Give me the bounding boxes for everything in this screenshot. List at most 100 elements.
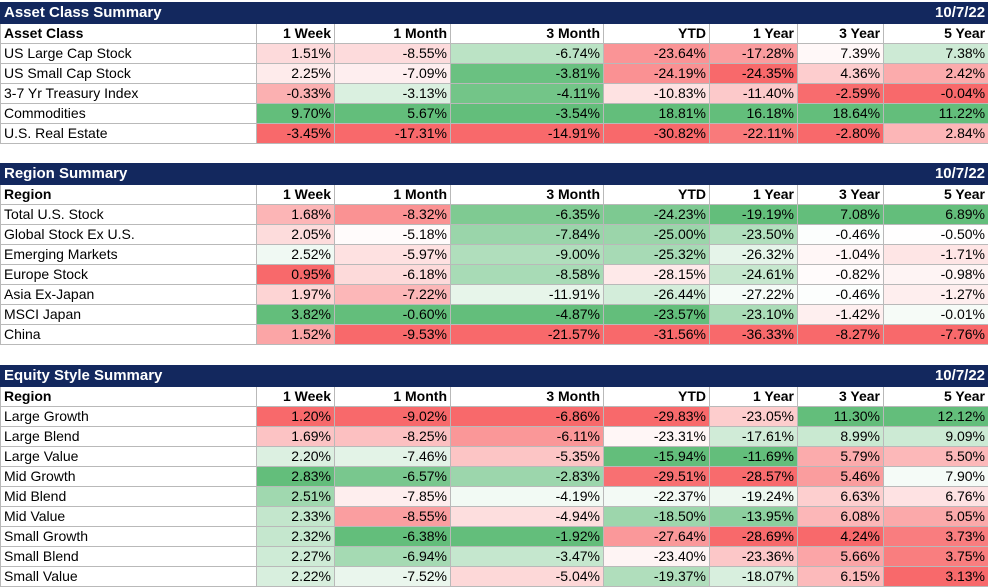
value-cell: -23.10%	[709, 304, 798, 325]
value-cell: -17.31%	[334, 123, 451, 144]
value-cell: -6.11%	[450, 426, 604, 447]
column-header: YTD	[603, 184, 710, 205]
table-row: 3-7 Yr Treasury Index -0.33% -3.13% -4.11% -…	[0, 83, 988, 104]
value-cell: 18.64%	[796, 103, 885, 124]
column-header: 1 Month	[334, 23, 451, 44]
row-label: 3-7 Yr Treasury Index	[0, 83, 257, 104]
column-header: 1 Year	[709, 386, 798, 407]
table-row: Small Blend 2.27% -6.94% -3.47% -23.40% -23.3…	[0, 546, 988, 567]
value-cell: 5.05%	[883, 506, 988, 527]
value-cell: -5.04%	[450, 566, 604, 587]
value-cell: -8.58%	[450, 264, 604, 285]
value-cell: -17.28%	[709, 43, 798, 64]
column-header: 3 Year	[797, 184, 884, 205]
section-title: Asset Class Summary	[0, 2, 885, 24]
value-cell: -7.22%	[334, 284, 451, 305]
value-cell: 5.46%	[796, 466, 885, 487]
column-header: 1 Week	[256, 386, 335, 407]
value-cell: -17.61%	[709, 426, 798, 447]
value-cell: -19.19%	[709, 204, 798, 225]
value-cell: 2.20%	[256, 446, 335, 467]
column-header: YTD	[603, 386, 710, 407]
value-cell: -13.95%	[709, 506, 798, 527]
column-header: 3 Month	[450, 184, 604, 205]
row-label: Mid Blend	[0, 486, 257, 507]
value-cell: -23.05%	[709, 406, 798, 427]
value-cell: -9.00%	[450, 244, 604, 265]
value-cell: -1.04%	[797, 244, 884, 265]
value-cell: -22.37%	[603, 486, 710, 507]
table-row: Total U.S. Stock 1.68% -8.32% -6.35% -24.23%…	[0, 204, 988, 225]
column-header: 1 Month	[334, 386, 451, 407]
column-header: Region	[0, 184, 257, 205]
row-label: US Large Cap Stock	[0, 43, 257, 64]
value-cell: -4.19%	[450, 486, 604, 507]
value-cell: -11.40%	[709, 83, 798, 104]
value-cell: 18.81%	[603, 103, 710, 124]
value-cell: -24.61%	[709, 264, 798, 285]
value-cell: 2.33%	[256, 506, 335, 527]
value-cell: 2.84%	[883, 123, 988, 144]
asset-class-summary-section: Asset Class Summary 10/7/22 Asset Class 1 W…	[0, 2, 988, 144]
value-cell: 7.39%	[796, 43, 885, 64]
value-cell: -0.04%	[883, 83, 988, 104]
value-cell: -6.18%	[334, 264, 451, 285]
value-cell: 2.05%	[256, 224, 335, 245]
section-title: Equity Style Summary	[0, 365, 885, 387]
row-label: Small Value	[0, 566, 257, 587]
column-header: 1 Year	[709, 23, 798, 44]
value-cell: -24.23%	[603, 204, 710, 225]
value-cell: -3.47%	[450, 546, 604, 567]
value-cell: 9.09%	[883, 426, 988, 447]
section-date: 10/7/22	[883, 163, 988, 185]
row-label: Global Stock Ex U.S.	[0, 224, 257, 245]
table-row: MSCI Japan 3.82% -0.60% -4.87% -23.57% -23.10…	[0, 304, 988, 325]
value-cell: -7.84%	[450, 224, 604, 245]
value-cell: 1.68%	[256, 204, 335, 225]
table-row: Global Stock Ex U.S. 2.05% -5.18% -7.84% -25…	[0, 224, 988, 245]
value-cell: -28.15%	[603, 264, 710, 285]
value-cell: -28.57%	[709, 466, 798, 487]
column-header: 1 Week	[256, 184, 335, 205]
table-row: Large Value 2.20% -7.46% -5.35% -15.94% -11.6…	[0, 446, 988, 467]
value-cell: 6.63%	[796, 486, 885, 507]
value-cell: -24.19%	[603, 63, 710, 84]
value-cell: -25.00%	[603, 224, 710, 245]
value-cell: -1.92%	[450, 526, 604, 547]
value-cell: -8.55%	[334, 506, 451, 527]
table-row: US Small Cap Stock 2.25% -7.09% -3.81% -24.1…	[0, 63, 988, 84]
value-cell: -0.98%	[883, 264, 988, 285]
value-cell: -25.32%	[603, 244, 710, 265]
value-cell: 1.51%	[256, 43, 335, 64]
value-cell: 2.25%	[256, 63, 335, 84]
column-header: 3 Year	[796, 386, 885, 407]
header-row: Region 1 Week 1 Month 3 Month YTD 1 Year 3 Yea…	[0, 386, 988, 407]
row-label: Mid Value	[0, 506, 257, 527]
value-cell: 5.66%	[796, 546, 885, 567]
value-cell: -23.50%	[709, 224, 798, 245]
value-cell: -0.01%	[883, 304, 988, 325]
value-cell: -0.82%	[797, 264, 884, 285]
value-cell: -21.57%	[450, 324, 604, 345]
section-title: Region Summary	[0, 163, 884, 185]
column-header: YTD	[603, 23, 710, 44]
value-cell: -6.86%	[450, 406, 604, 427]
row-label: Asia Ex-Japan	[0, 284, 257, 305]
row-label: US Small Cap Stock	[0, 63, 257, 84]
value-cell: 11.22%	[883, 103, 988, 124]
value-cell: 3.82%	[256, 304, 335, 325]
value-cell: -23.40%	[603, 546, 710, 567]
section-date: 10/7/22	[883, 2, 988, 24]
value-cell: -15.94%	[603, 446, 710, 467]
row-label: Large Blend	[0, 426, 257, 447]
value-cell: -3.45%	[256, 123, 335, 144]
value-cell: -0.50%	[883, 224, 988, 245]
value-cell: -7.76%	[883, 324, 988, 345]
value-cell: -0.60%	[334, 304, 451, 325]
value-cell: -18.50%	[603, 506, 710, 527]
header-row: Region 1 Week 1 Month 3 Month YTD 1 Year 3 Yea…	[0, 184, 988, 205]
value-cell: 1.52%	[256, 324, 335, 345]
value-cell: -7.46%	[334, 446, 451, 467]
value-cell: -2.83%	[450, 466, 604, 487]
value-cell: 6.15%	[796, 566, 885, 587]
